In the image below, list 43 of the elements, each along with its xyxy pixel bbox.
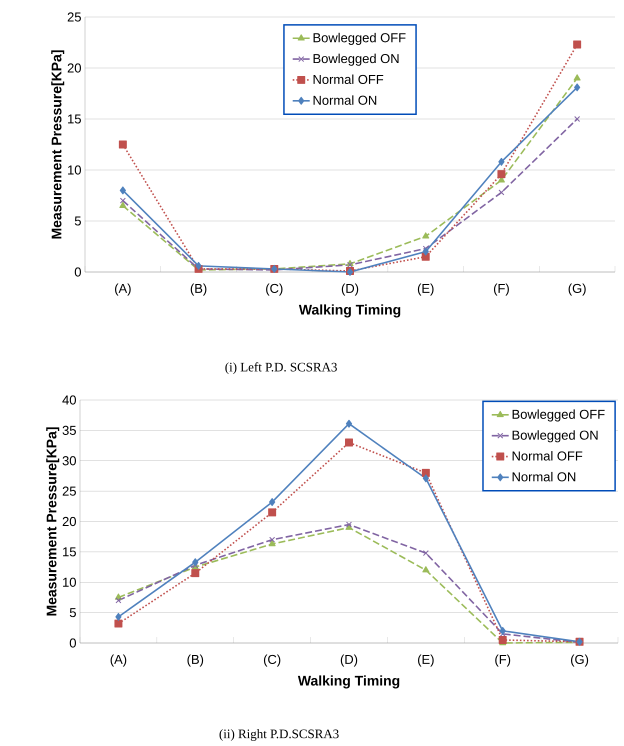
legend-label: Bowlegged ON	[512, 430, 598, 442]
legend-label: Normal ON	[314, 95, 376, 105]
y-tick-label: 20	[62, 516, 76, 526]
y-tick-label: 15	[68, 114, 81, 124]
text: (i) Left P.D. SCSRA3	[225, 362, 337, 374]
y-axis-title: Measurement Pressure[KPa]	[46, 427, 60, 616]
x-tick-label: (A)	[115, 283, 131, 296]
x-axis-title: Walking Timing	[298, 675, 400, 688]
x-tick-label: (E)	[418, 283, 434, 296]
x-tick-label: (G)	[571, 654, 588, 667]
x-tick-label: (G)	[568, 283, 586, 296]
legend-label: Bowlegged OFF	[314, 32, 406, 45]
x-tick-label: (C)	[266, 283, 282, 296]
y-tick-label: 10	[63, 578, 76, 587]
legend-label: Bowlegged ON	[314, 54, 399, 66]
text: (ii) Right P.D.SCSRA3	[220, 729, 339, 741]
y-tick-label: 5	[70, 608, 76, 618]
y-tick-label: 10	[68, 165, 81, 175]
y-tick-label: 0	[70, 638, 76, 648]
y-axis-title: Measurement Pressure[KPa]	[51, 50, 64, 239]
x-tick-label: (F)	[495, 654, 510, 667]
x-axis-title: Walking Timing	[298, 304, 400, 318]
y-tick-label: 25	[62, 486, 76, 496]
x-tick-label: (B)	[190, 283, 206, 296]
y-tick-label: 30	[62, 456, 76, 466]
x-tick-label: (F)	[494, 283, 509, 296]
x-tick-label: (E)	[418, 654, 434, 667]
x-tick-label: (B)	[187, 654, 204, 667]
y-tick-label: 15	[63, 547, 76, 556]
y-tick-label: 40	[62, 395, 76, 405]
y-tick-label: 35	[62, 426, 76, 435]
legend-label: Normal OFF	[512, 451, 582, 461]
x-tick-label: (D)	[340, 654, 358, 667]
x-tick-label: (C)	[264, 654, 280, 667]
y-tick-label: 0	[74, 267, 81, 277]
y-tick-label: 20	[68, 63, 81, 73]
x-tick-label: (D)	[342, 283, 358, 296]
legend-label: Normal ON	[512, 472, 576, 482]
x-tick-label: (A)	[110, 654, 126, 667]
legend-label: Bowlegged OFF	[512, 409, 605, 422]
legend-label: Normal OFF	[314, 74, 384, 84]
y-tick-label: 5	[74, 216, 81, 226]
y-tick-label: 25	[68, 12, 81, 22]
